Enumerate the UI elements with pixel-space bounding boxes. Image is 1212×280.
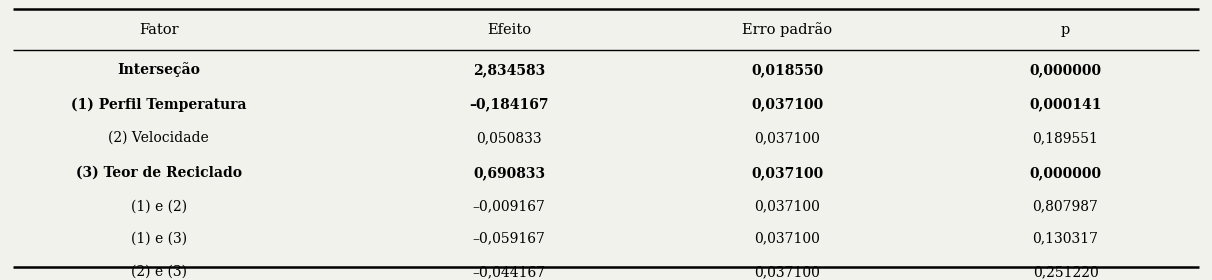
Text: 0,037100: 0,037100: [754, 232, 821, 246]
Text: –0,059167: –0,059167: [473, 232, 545, 246]
Text: (1) e (2): (1) e (2): [131, 199, 187, 213]
Text: 2,834583: 2,834583: [473, 63, 545, 77]
Text: 0,037100: 0,037100: [754, 199, 821, 213]
Text: (1) e (3): (1) e (3): [131, 232, 187, 246]
Text: 0,251220: 0,251220: [1033, 265, 1098, 279]
Text: 0,037100: 0,037100: [754, 265, 821, 279]
Text: (2) e (3): (2) e (3): [131, 265, 187, 279]
Text: 0,037100: 0,037100: [754, 131, 821, 145]
Text: 0,018550: 0,018550: [751, 63, 823, 77]
Text: (3) Teor de Reciclado: (3) Teor de Reciclado: [75, 166, 241, 180]
Text: –0,044167: –0,044167: [473, 265, 545, 279]
Text: (2) Velocidade: (2) Velocidade: [108, 131, 208, 145]
Text: –0,184167: –0,184167: [469, 98, 549, 112]
Text: 0,000000: 0,000000: [1029, 63, 1102, 77]
Text: 0,130317: 0,130317: [1033, 232, 1098, 246]
Text: 0,807987: 0,807987: [1033, 199, 1098, 213]
Text: Interseção: Interseção: [118, 62, 200, 77]
Text: 0,037100: 0,037100: [751, 98, 823, 112]
Text: 0,050833: 0,050833: [476, 131, 542, 145]
Text: Fator: Fator: [139, 22, 178, 36]
Text: (1) Perfil Temperatura: (1) Perfil Temperatura: [70, 97, 246, 112]
Text: p: p: [1060, 22, 1070, 36]
Text: –0,009167: –0,009167: [473, 199, 545, 213]
Text: 0,000141: 0,000141: [1029, 98, 1102, 112]
Text: 0,189551: 0,189551: [1033, 131, 1098, 145]
Text: 0,037100: 0,037100: [751, 166, 823, 180]
Text: Erro padrão: Erro padrão: [742, 22, 833, 37]
Text: Efeito: Efeito: [487, 22, 531, 36]
Text: 0,690833: 0,690833: [473, 166, 545, 180]
Text: 0,000000: 0,000000: [1029, 166, 1102, 180]
